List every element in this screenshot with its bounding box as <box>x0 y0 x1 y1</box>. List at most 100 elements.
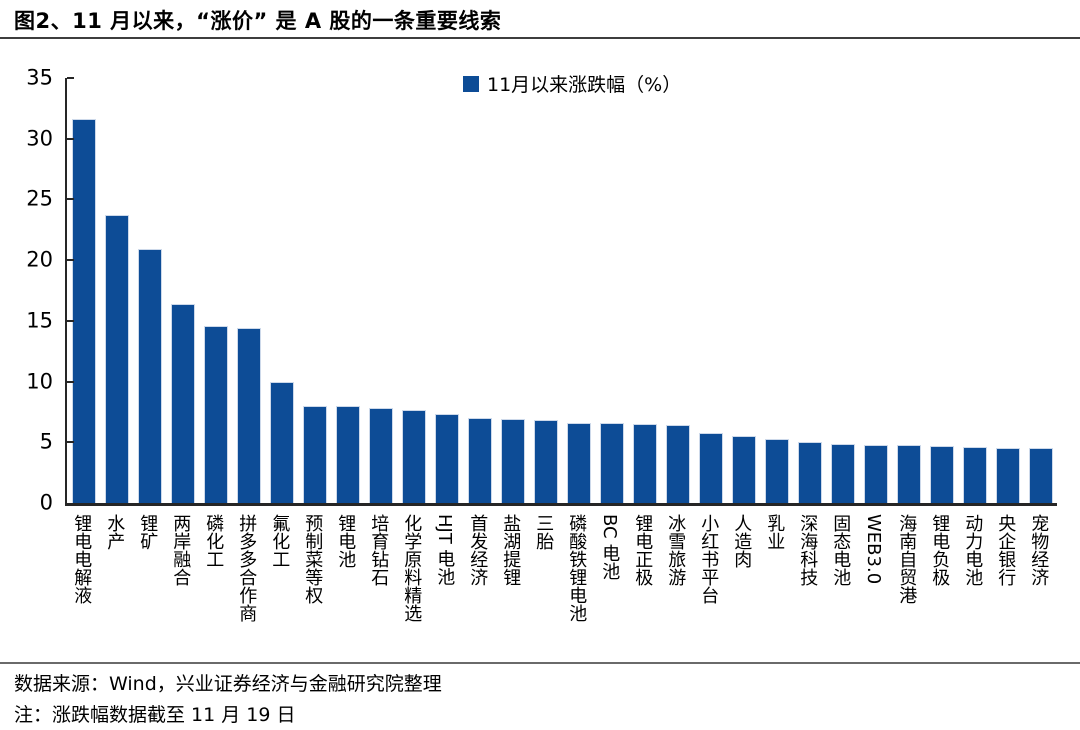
bar-cell <box>595 78 628 503</box>
x-label-cell: 小红书平台 <box>692 514 725 622</box>
x-category-label: 小红书平台 <box>698 514 720 604</box>
x-label-cell: 冰雪旅游 <box>659 514 692 622</box>
data-source-note: 数据来源：Wind，兴业证券经济与金融研究院整理 <box>14 673 442 695</box>
x-label-cell: 锂电电解液 <box>65 514 98 622</box>
legend-swatch-icon <box>463 75 479 92</box>
bar-cell <box>496 78 529 503</box>
bar-cell <box>793 78 826 503</box>
bar <box>104 215 129 503</box>
bar <box>863 444 888 503</box>
footer-divider <box>0 662 1080 664</box>
bar <box>995 448 1020 503</box>
bar <box>533 420 558 503</box>
bar-cell <box>232 78 265 503</box>
x-label-cell: 锂矿 <box>131 514 164 622</box>
x-category-label: HJT 电池 <box>434 514 456 586</box>
bar-cell <box>859 78 892 503</box>
x-category-label: BC 电池 <box>599 514 621 581</box>
x-category-label: 动力电池 <box>962 514 984 586</box>
bar <box>401 409 426 503</box>
y-tick-label: 10 <box>26 369 53 394</box>
y-tick-label: 35 <box>26 65 53 90</box>
bar-cell <box>628 78 661 503</box>
bar <box>830 443 855 503</box>
x-label-cell: 三胎 <box>527 514 560 622</box>
bar-cell <box>760 78 793 503</box>
bar-cell <box>562 78 595 503</box>
bar <box>1028 448 1053 503</box>
y-tick-mark <box>67 441 74 444</box>
bar <box>797 442 822 503</box>
x-label-cell: 深海科技 <box>791 514 824 622</box>
x-label-cell: 磷化工 <box>197 514 230 622</box>
x-category-label: 锂电池 <box>335 514 357 568</box>
x-label-cell: 人造肉 <box>725 514 758 622</box>
x-label-cell: 化学原料精选 <box>395 514 428 622</box>
y-tick-mark <box>67 137 74 140</box>
x-label-cell: 培育钻石 <box>362 514 395 622</box>
x-category-label: 锂矿 <box>137 514 159 550</box>
x-label-cell: 乳业 <box>758 514 791 622</box>
bar <box>335 405 360 503</box>
bar <box>764 438 789 503</box>
bar <box>434 414 459 503</box>
bar-cell <box>199 78 232 503</box>
bar <box>71 119 96 503</box>
bar-cell <box>298 78 331 503</box>
bar-cell <box>529 78 562 503</box>
cutoff-date-note: 注：涨跌幅数据截至 11 月 19 日 <box>14 704 296 726</box>
x-label-cell: 两岸融合 <box>164 514 197 622</box>
y-tick-label: 15 <box>26 308 53 333</box>
bar <box>698 432 723 503</box>
y-tick-mark <box>67 380 74 383</box>
x-category-label: 磷化工 <box>203 514 225 568</box>
plot-area <box>65 77 1057 506</box>
y-tick-mark <box>67 259 74 262</box>
y-tick-label: 5 <box>39 429 53 454</box>
x-category-label: 固态电池 <box>830 514 852 586</box>
bar <box>500 419 525 503</box>
bar-cell <box>397 78 430 503</box>
legend-label: 11月以来涨跌幅（%） <box>487 74 682 96</box>
bar <box>566 422 591 503</box>
bar <box>962 447 987 503</box>
x-label-cell: 海南自贸港 <box>890 514 923 622</box>
bar <box>236 328 261 503</box>
y-tick-label: 25 <box>26 186 53 211</box>
bar <box>302 405 327 503</box>
bar-cell <box>925 78 958 503</box>
x-label-cell: 拼多多合作商 <box>230 514 263 622</box>
y-tick-label: 30 <box>26 126 53 151</box>
bar <box>170 303 195 503</box>
x-category-label: 两岸融合 <box>170 514 192 586</box>
x-axis-labels: 锂电电解液 水产 锂矿 两岸融合 磷化工 拼多多合作商 氟化工 预制菜等权 锂电池 培育钻石 化学原… <box>65 514 1055 622</box>
x-label-cell: 固态电池 <box>824 514 857 622</box>
bar <box>269 381 294 503</box>
x-category-label: 锂电负极 <box>929 514 951 586</box>
bar-cell <box>892 78 925 503</box>
y-tick-label: 0 <box>39 490 53 515</box>
bar <box>929 445 954 503</box>
bar-cell <box>958 78 991 503</box>
x-label-cell: 动力电池 <box>956 514 989 622</box>
bar-cell <box>364 78 397 503</box>
x-label-cell: 氟化工 <box>263 514 296 622</box>
x-category-label: 预制菜等权 <box>302 514 324 604</box>
x-category-label: 三胎 <box>533 514 555 550</box>
bar-cell <box>826 78 859 503</box>
x-category-label: 乳业 <box>764 514 786 550</box>
bar <box>731 436 756 503</box>
y-axis-labels: 0 5 10 15 20 25 30 35 <box>0 67 65 513</box>
bar <box>599 422 624 503</box>
bar-cell <box>67 78 100 503</box>
x-label-cell: 首发经济 <box>461 514 494 622</box>
x-label-cell: 水产 <box>98 514 131 622</box>
x-category-label: 人造肉 <box>731 514 753 568</box>
x-label-cell: 锂电池 <box>329 514 362 622</box>
bar <box>665 425 690 503</box>
bar-cell <box>1024 78 1057 503</box>
x-category-label: 磷酸铁锂电池 <box>566 514 588 622</box>
x-category-label: 央企银行 <box>995 514 1017 586</box>
x-category-label: 锂电电解液 <box>71 514 93 604</box>
x-category-label: 盐湖提锂 <box>500 514 522 586</box>
